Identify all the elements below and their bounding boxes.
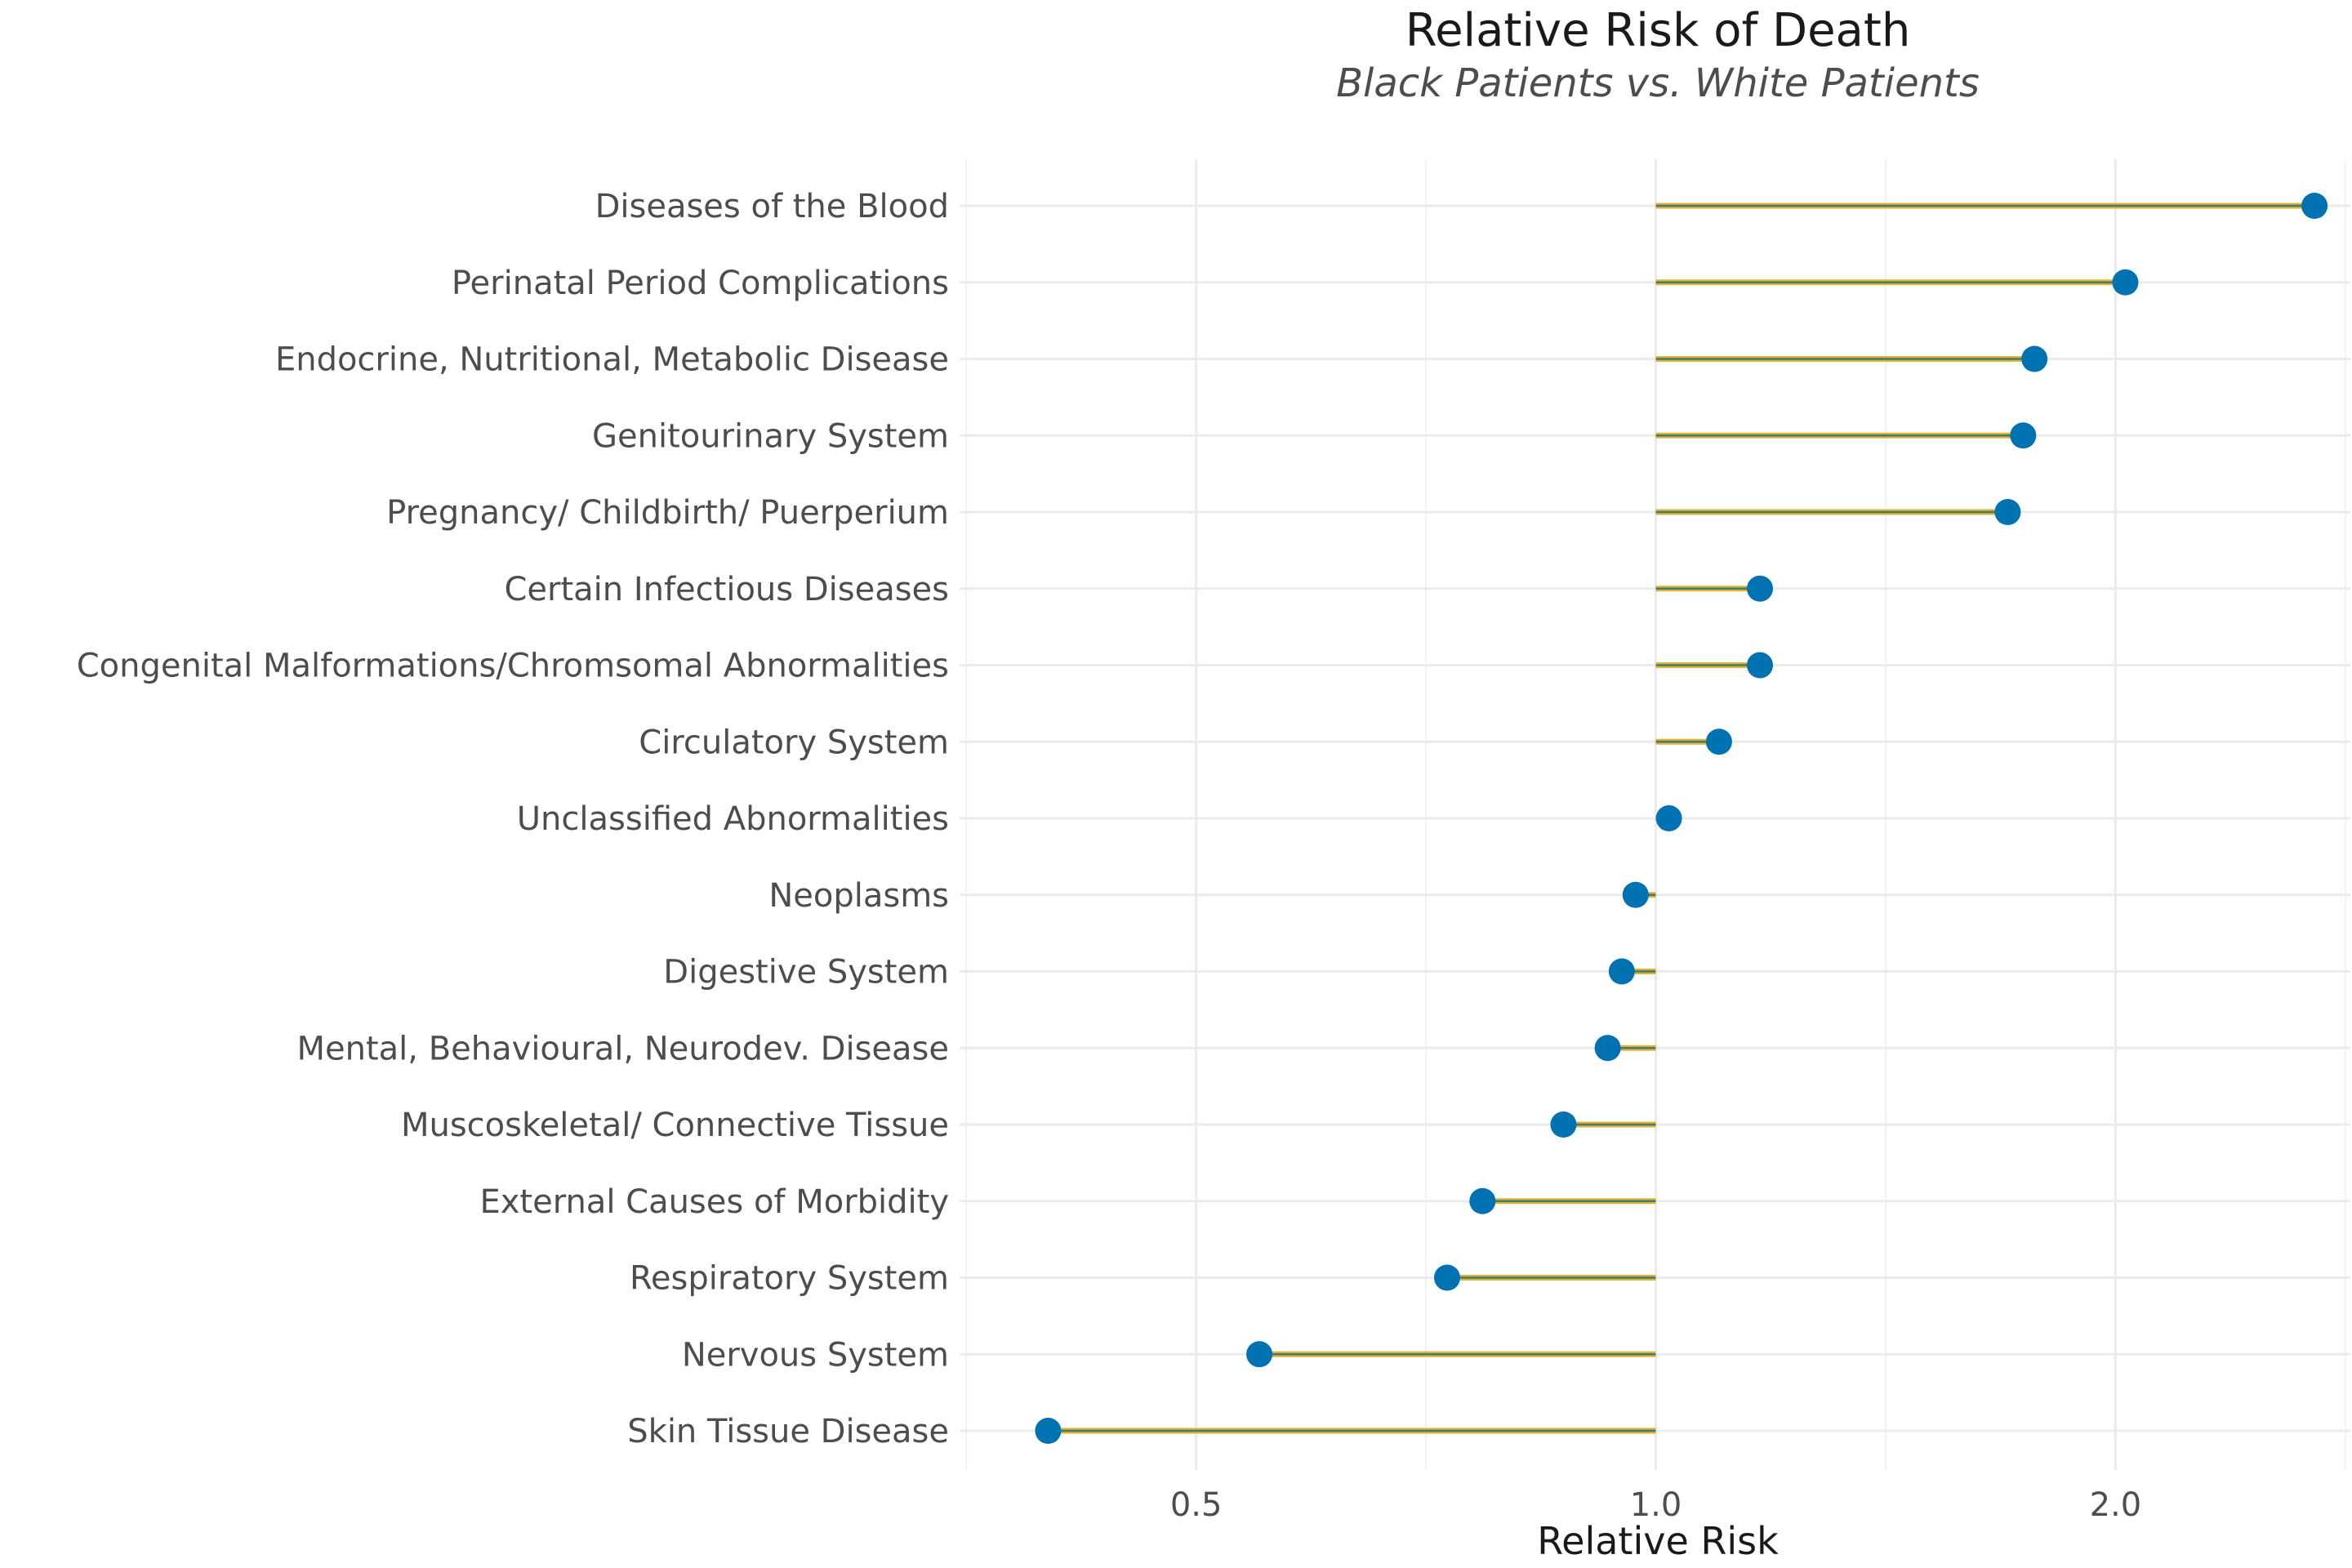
category-labels: Diseases of the Blood Perinatal Period Co…: [77, 188, 949, 1450]
category-label: Diseases of the Blood: [595, 188, 949, 225]
category-label: Muscoskeletal/ Connective Tissue: [401, 1107, 949, 1144]
data-point: [2112, 269, 2139, 296]
category-label: Perinatal Period Complications: [452, 265, 949, 302]
category-label: Neoplasms: [768, 877, 949, 915]
chart-subtitle: Black Patients vs. White Patients: [1336, 60, 1980, 106]
data-point: [1622, 881, 1649, 908]
category-label: Nervous System: [682, 1336, 949, 1374]
category-label: External Causes of Morbidity: [479, 1183, 949, 1221]
data-point: [1550, 1111, 1577, 1138]
x-axis-title: Relative Risk: [1537, 1519, 1779, 1563]
category-label: Respiratory System: [630, 1260, 949, 1298]
data-point: [1433, 1264, 1460, 1291]
x-tick-labels: 0.5 1.0 2.0: [1170, 1486, 2141, 1524]
data-point: [1246, 1341, 1273, 1368]
category-label: Digestive System: [663, 954, 949, 991]
data-point: [1594, 1035, 1621, 1062]
category-label: Skin Tissue Disease: [627, 1413, 949, 1450]
data-point: [1994, 499, 2021, 525]
category-label: Genitourinary System: [592, 417, 949, 455]
category-label: Pregnancy/ Childbirth/ Puerperium: [386, 494, 949, 532]
points: [1035, 193, 2328, 1444]
grid: [960, 159, 2350, 1470]
category-label: Unclassified Abnormalities: [517, 800, 949, 838]
data-point: [2010, 422, 2037, 449]
data-point: [2021, 345, 2048, 372]
data-point: [1705, 728, 1732, 755]
x-tick-label: 0.5: [1170, 1486, 1223, 1524]
x-tick-label: 1.0: [1630, 1486, 1682, 1524]
data-point: [2301, 193, 2328, 219]
category-label: Congenital Malformations/Chromsomal Abno…: [77, 648, 949, 685]
data-point: [1655, 805, 1682, 831]
chart-title: Relative Risk of Death: [1405, 4, 1911, 57]
data-point: [1035, 1418, 1062, 1444]
data-point: [1747, 652, 1774, 679]
category-label: Circulatory System: [639, 724, 949, 761]
data-point: [1747, 575, 1774, 602]
data-point: [1608, 958, 1635, 985]
category-label: Mental, Behavioural, Neurodev. Disease: [297, 1030, 949, 1067]
data-point: [1469, 1187, 1496, 1214]
x-tick-label: 2.0: [2090, 1486, 2142, 1524]
category-label: Certain Infectious Diseases: [504, 571, 949, 608]
category-label: Endocrine, Nutritional, Metabolic Diseas…: [275, 341, 949, 379]
